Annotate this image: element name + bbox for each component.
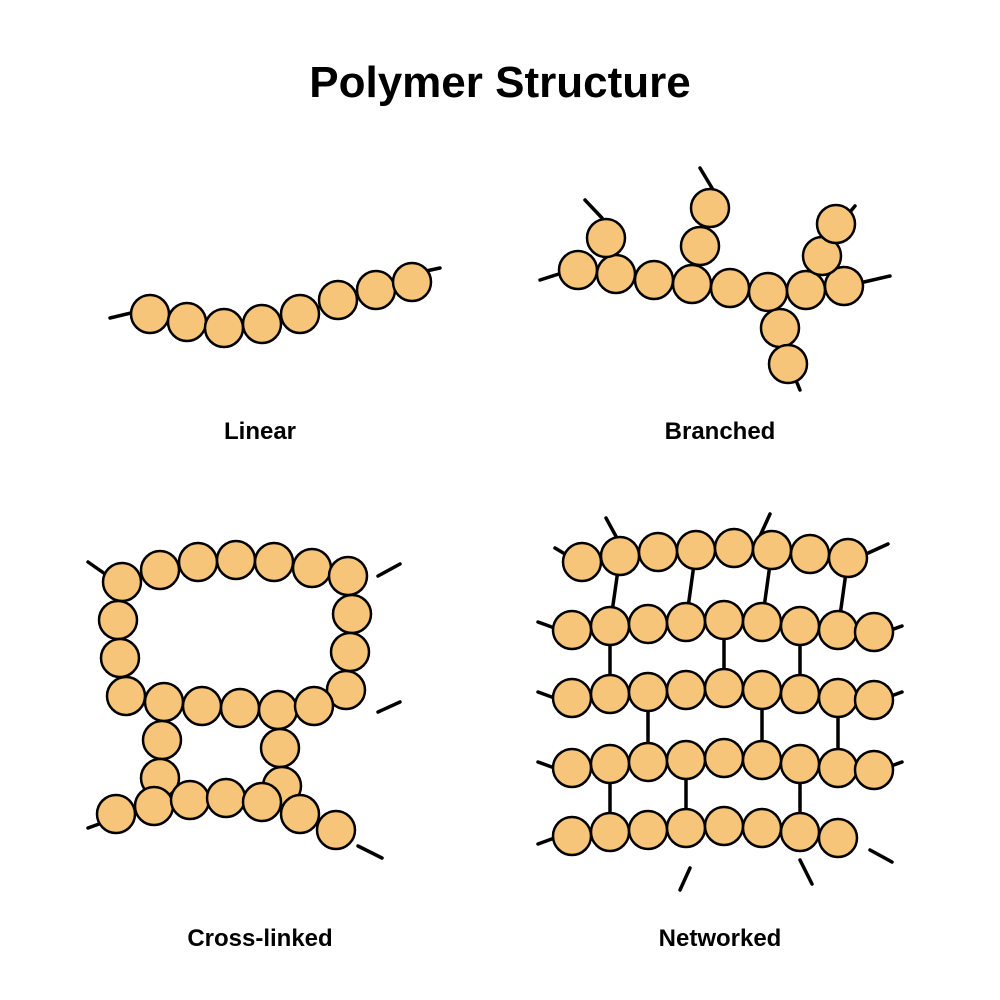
diagram-stage (0, 0, 1000, 1000)
branched-label: Branched (665, 418, 776, 446)
networked-label: Networked (659, 925, 782, 953)
crosslinked-label: Cross-linked (187, 925, 332, 953)
linear-label: Linear (224, 418, 296, 446)
